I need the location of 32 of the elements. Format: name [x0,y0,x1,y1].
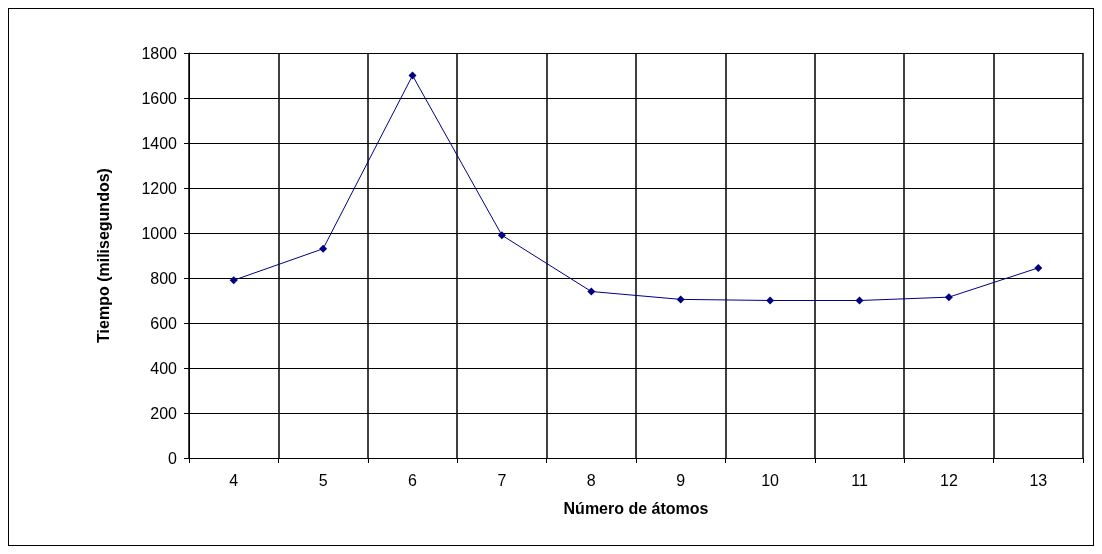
x-axis-title: Número de átomos [563,499,709,517]
y-tick-label: 200 [150,404,178,422]
point [676,295,685,304]
y-tick-label: 1200 [141,179,178,197]
point [855,296,864,305]
x-tick-label: 9 [676,471,686,489]
y-tick-label: 800 [150,269,178,287]
point [319,244,328,253]
point [229,276,238,285]
x-tick-label: 8 [586,471,596,489]
y-tick-label: 0 [168,449,178,467]
point [766,296,775,305]
y-tick-label: 1800 [141,44,178,62]
y-tick-label: 600 [150,314,178,332]
y-tick-label: 1400 [141,134,178,152]
x-tick-label: 11 [851,471,868,489]
x-tick-label: 4 [229,471,239,489]
y-tick-label: 1600 [141,89,178,107]
x-tick-label: 10 [761,471,780,489]
point [944,293,953,302]
x-tick-label: 13 [1029,471,1048,489]
x-tick-label: 12 [940,471,958,489]
y-tick-label: 400 [150,359,178,377]
point [497,231,506,240]
x-tick-label: 6 [408,471,418,489]
x-tick-label: 5 [318,471,328,489]
y-axis-title: Tiempo (milisegundos) [94,168,112,343]
point [1034,263,1043,272]
point [408,71,417,80]
x-tick-label: 7 [497,471,507,489]
y-tick-label: 1000 [141,224,178,242]
point [587,287,596,296]
